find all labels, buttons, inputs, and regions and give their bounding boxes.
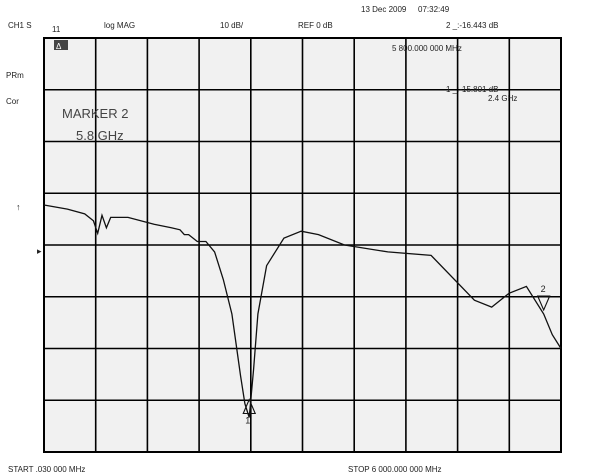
marker2-title: MARKER 2: [62, 106, 128, 121]
format-label: log MAG: [104, 21, 135, 30]
marker-1-label: 1: [245, 416, 250, 426]
ref-pointer-icon: ▸: [37, 246, 42, 256]
marker-freq: 5 800.000 000 MHz: [392, 44, 462, 53]
stop-label: STOP 6 000.000 000 MHz: [348, 465, 442, 474]
status-badge-bg: [54, 40, 68, 50]
ref-label: REF 0 dB: [298, 21, 333, 30]
grid: [43, 37, 562, 453]
status-badge: Δ: [56, 42, 62, 51]
trace-layer: 12: [43, 204, 562, 426]
date-text: 13 Dec 2009: [361, 5, 407, 14]
up-arrow-icon: ↑: [16, 202, 21, 212]
scale-label: 10 dB/: [220, 21, 244, 30]
marker1-readout: 1 _:-15.801 dB: [446, 85, 498, 94]
prm-label: PRm: [6, 71, 24, 80]
param-label: 11: [52, 25, 61, 34]
cor-label: Cor: [6, 97, 19, 106]
marker-2-icon: [536, 295, 551, 312]
marker-readout: 2 _:-16.443 dB: [446, 21, 498, 30]
marker1-freq: 2.4 GHz: [488, 94, 517, 103]
channel-label: CH1 S: [8, 21, 32, 30]
trace-line: [43, 204, 562, 418]
marker2-freq-annotation: 5.8 GHz: [76, 128, 124, 143]
time-text: 07:32:49: [418, 5, 450, 14]
start-label: START .030 000 MHz: [8, 465, 85, 474]
marker-1-icon: [242, 398, 257, 415]
marker-2-label: 2: [541, 284, 546, 294]
